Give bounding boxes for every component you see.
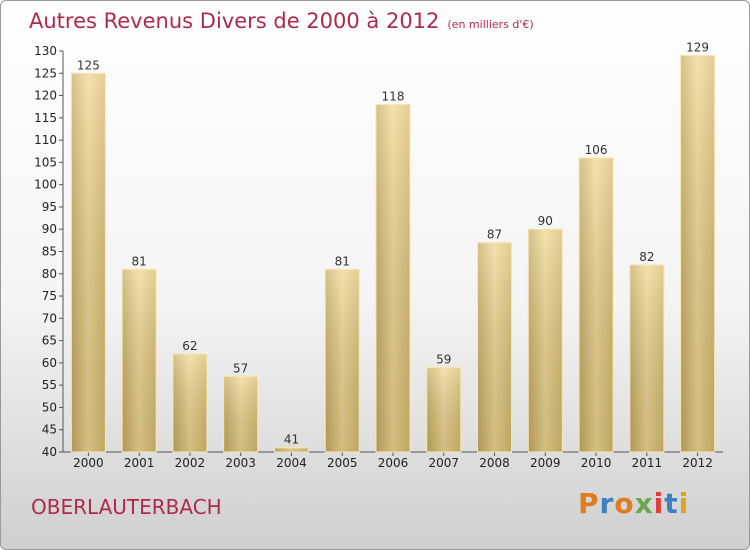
bar-shade (680, 54, 716, 453)
y-tick-label: 50 (42, 400, 57, 414)
data-label: 81 (335, 254, 350, 268)
x-tick-label: 2005 (327, 456, 358, 470)
y-tick-label: 120 (34, 89, 57, 103)
x-tick-label: 2001 (124, 456, 155, 470)
x-tick-label: 2007 (428, 456, 459, 470)
bar-shade (477, 242, 513, 453)
y-tick-label: 70 (42, 311, 57, 325)
y-tick-label: 125 (34, 66, 57, 80)
data-label: 87 (487, 228, 502, 242)
x-tick-label: 2010 (581, 456, 612, 470)
x-tick-label: 2003 (225, 456, 256, 470)
logo-letter: i (653, 487, 665, 520)
logo-letter: r (599, 487, 615, 520)
chart-title: Autres Revenus Divers de 2000 à 2012 (en … (29, 9, 534, 33)
data-label: 90 (538, 214, 553, 228)
bar-shade (578, 157, 614, 453)
y-tick-label: 80 (42, 267, 57, 281)
data-label: 106 (585, 143, 608, 157)
y-tick-label: 75 (42, 289, 57, 303)
logo-letter: i (678, 487, 690, 520)
x-tick-label: 2012 (682, 456, 713, 470)
data-label: 59 (436, 352, 451, 366)
x-tick-label: 2000 (73, 456, 104, 470)
y-tick-label: 85 (42, 245, 57, 259)
bar-shade (375, 103, 411, 453)
y-tick-label: 115 (34, 111, 57, 125)
x-tick-label: 2008 (479, 456, 510, 470)
data-label: 41 (284, 433, 299, 447)
logo-letter: P (578, 487, 600, 520)
x-tick-label: 2006 (378, 456, 409, 470)
data-label: 118 (382, 89, 405, 103)
y-tick-label: 105 (34, 155, 57, 169)
bar-shade (527, 228, 563, 453)
y-tick-label: 55 (42, 378, 57, 392)
data-label: 57 (233, 361, 248, 375)
bar-shade (121, 268, 157, 453)
y-tick-label: 90 (42, 222, 57, 236)
chart-title-unit: (en milliers d'€) (447, 18, 534, 31)
bar-shade (223, 375, 259, 453)
bar-shade (426, 366, 462, 453)
x-tick-label: 2011 (632, 456, 663, 470)
data-label: 125 (77, 58, 100, 72)
y-tick-label: 130 (34, 44, 57, 58)
y-tick-label: 45 (42, 423, 57, 437)
chart-title-main: Autres Revenus Divers de 2000 à 2012 (29, 9, 440, 33)
data-label: 82 (639, 250, 654, 264)
x-tick-label: 2002 (175, 456, 206, 470)
bar-shade (273, 447, 309, 453)
y-tick-label: 40 (42, 445, 57, 459)
logo-letter: t (664, 487, 679, 520)
y-tick-label: 110 (34, 133, 57, 147)
x-tick-label: 2009 (530, 456, 561, 470)
bar-shade (629, 264, 665, 453)
bar-shade (70, 72, 106, 453)
data-label: 62 (182, 339, 197, 353)
proxiti-logo[interactable]: Proxiti (578, 487, 689, 520)
y-tick-label: 60 (42, 356, 57, 370)
y-tick-label: 95 (42, 200, 57, 214)
y-tick-label: 65 (42, 334, 57, 348)
y-tick-label: 100 (34, 178, 57, 192)
data-label: 129 (686, 40, 709, 54)
logo-letter: x (634, 487, 654, 520)
commune-name: OBERLAUTERBACH (31, 495, 222, 519)
bar-shade (324, 268, 360, 453)
bar-shade (172, 353, 208, 453)
data-label: 81 (132, 254, 147, 268)
logo-letter: o (614, 487, 635, 520)
x-tick-label: 2004 (276, 456, 307, 470)
